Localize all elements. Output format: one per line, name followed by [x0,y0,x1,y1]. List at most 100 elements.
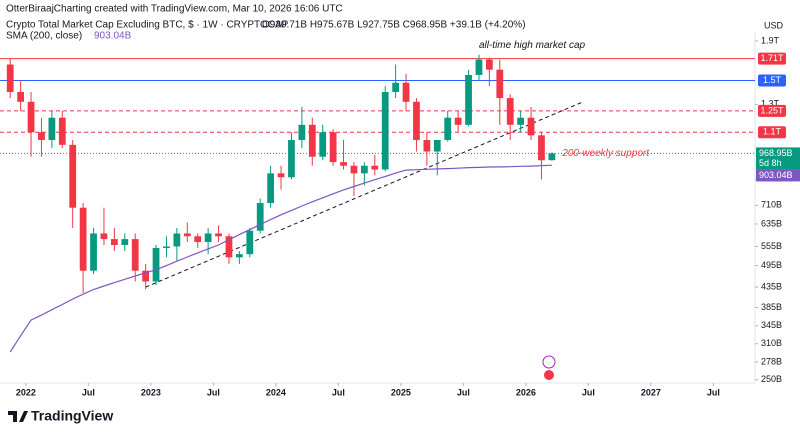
candle-body [402,82,410,102]
candle-body [79,207,87,271]
candle-body [110,239,118,245]
x-tick-label: Jul [82,387,95,397]
y-tick-label: 1.9T [761,35,780,45]
candle-body [235,254,243,258]
indicator: SMA (200, close) [6,31,82,42]
x-tick-label: Jul [582,387,595,397]
candle-body [319,132,327,157]
level-label: 1.71T [760,53,784,63]
annotation: all-time high market cap [479,40,586,51]
candle-body [17,91,25,102]
candle-body [48,117,56,141]
y-tick-label: 495B [761,260,782,270]
logo-mark [8,411,28,422]
candle-body [444,117,452,141]
brand: TradingView [31,408,113,424]
y-tick-label: 555B [761,241,782,251]
candle-body [506,98,514,125]
event-icon [542,355,556,369]
sma-line [9,164,552,353]
candle-body [527,117,535,136]
level-label-box [758,126,786,139]
candle-body [485,59,493,70]
ohlc: O930.71B H975.67B L927.75B C968.95B +39.… [262,20,526,31]
icons [542,355,556,380]
y-tick-label: 310B [761,338,782,348]
candle-body [27,101,35,133]
sma-label: 903.04B [759,170,793,180]
annotation: 200-weekly support [561,148,650,159]
y-tick-label: 345B [761,320,782,330]
x-tick-label: Jul [332,387,345,397]
candle-body [350,165,358,174]
credit: OtterBiraajCharting created with Trading… [6,4,343,15]
x-tick-label: 2025 [391,387,411,397]
last-price-label: 968.95B [759,148,793,158]
candle-body [475,59,483,75]
level-label-box [758,104,786,117]
level-label: 1.5T [763,75,782,85]
candle-body [308,124,316,157]
candle-body [465,74,472,125]
symbol: Crypto Total Market Cap Excluding BTC, $… [6,20,289,31]
level-label: 1.25T [760,105,784,115]
candle-body [256,203,264,231]
last-price-box [756,147,800,170]
candle-body [433,140,441,152]
candle-body [548,153,556,161]
currency: USD [764,20,784,30]
candle-body [329,132,337,163]
y-tick-label: 710B [761,200,782,210]
x-tick-label: 2022 [16,387,36,397]
y-tick-label: 385B [761,302,782,312]
countdown: 5d 8h [759,158,782,168]
candle-body [381,91,389,170]
candle-body [517,117,525,125]
candle-body [131,239,139,271]
candle-body [392,82,400,92]
x-tick-label: 2026 [516,387,536,397]
candle-body [496,69,504,99]
candle-body [173,233,181,247]
y-tick-label: 250B [761,374,782,384]
candle-body [142,270,150,282]
candle-body [194,236,202,243]
candle-body [298,124,306,141]
y-tick-label: 635B [761,218,782,228]
indicator-value: 903.04B [94,31,132,42]
event-icon [544,370,554,380]
candle-body [371,165,379,170]
candle-body [58,117,66,145]
candle-body [454,117,462,125]
sma-label-box [756,169,800,182]
x-tick-label: Jul [207,387,220,397]
candle-body [340,162,347,166]
candle-body [215,233,222,237]
candle-body [538,135,545,161]
candle-body [100,233,108,240]
candle-body [246,230,254,255]
level-label-box [758,52,786,65]
candle-body [121,239,129,245]
candle-body [152,247,160,282]
candle-body [423,140,431,152]
level-label-box [758,74,786,87]
candle-body [225,236,233,258]
level-label: 1.1T [763,127,782,137]
x-tick-label: 2023 [141,387,161,397]
candle-body [69,144,77,208]
candle-body [413,101,420,141]
candle-body [38,132,45,141]
x-tick-label: 2024 [266,387,286,397]
y-tick-label: 1.3T [761,99,780,109]
candle-body [277,173,285,178]
y-tick-label: 278B [761,356,782,366]
candle-body [267,173,275,204]
candle-body [288,140,295,178]
candle-body [163,246,170,248]
y-tick-label: 435B [761,282,782,292]
x-tick-label: Jul [457,387,470,397]
candle-body [6,64,14,92]
x-tick-label: 2027 [641,387,661,397]
